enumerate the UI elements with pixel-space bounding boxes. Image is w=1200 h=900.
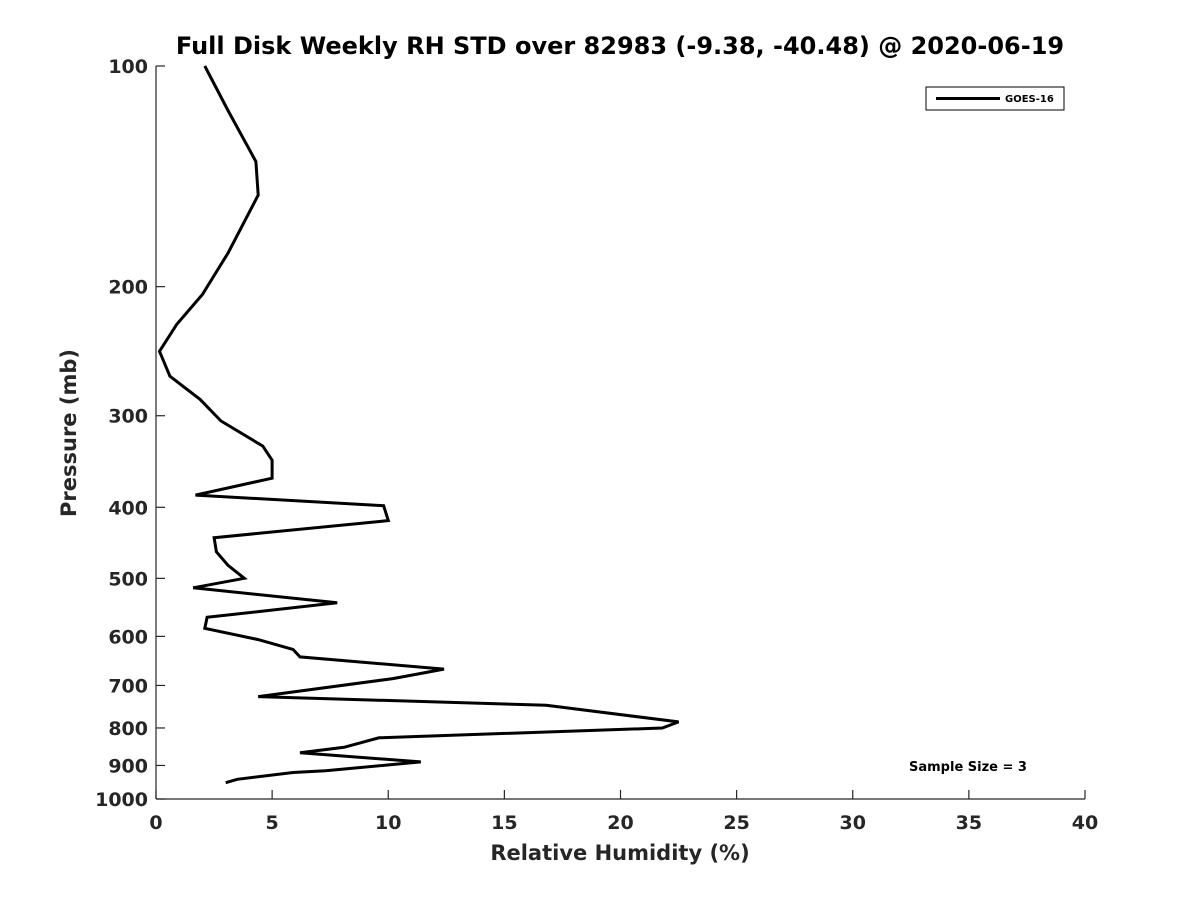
y-axis-label: Pressure (mb) (57, 349, 81, 517)
series-layer (157, 65, 680, 785)
y-tick-label: 200 (108, 277, 148, 299)
x-axis-label: Relative Humidity (%) (490, 841, 749, 865)
x-tick-label: 5 (266, 812, 279, 834)
sample-size-annotation: Sample Size = 3 (909, 760, 1027, 775)
chart-title: Full Disk Weekly RH STD over 82983 (-9.3… (176, 32, 1064, 60)
x-tick-label: 15 (491, 812, 517, 834)
y-tick-label: 900 (108, 755, 148, 777)
x-tick-label: 25 (723, 812, 749, 834)
x-tick-label: 40 (1072, 812, 1098, 834)
legend: GOES-16 (925, 86, 1065, 111)
y-tick-label: 1000 (95, 789, 148, 811)
x-tick-label: 20 (607, 812, 633, 834)
y-tick-label: 100 (108, 56, 148, 78)
y-tick-label: 800 (108, 718, 148, 740)
axes (155, 66, 1085, 800)
y-tick-label: 500 (108, 568, 148, 590)
y-tick-label: 300 (108, 406, 148, 428)
x-tick-label: 35 (956, 812, 982, 834)
x-tick-label: 30 (840, 812, 866, 834)
series-line-goes-16 (157, 65, 680, 785)
legend-label-goes-16: GOES-16 (1005, 94, 1054, 105)
x-tick-label: 0 (149, 812, 162, 834)
y-tick-label: 400 (108, 497, 148, 519)
tick-marks: 0 5 10 15 20 25 30 35 40 100 200 300 400 500 600 700 800… (95, 56, 1098, 834)
y-tick-label: 700 (108, 675, 148, 697)
y-tick-label: 600 (108, 626, 148, 648)
x-tick-label: 10 (375, 812, 401, 834)
